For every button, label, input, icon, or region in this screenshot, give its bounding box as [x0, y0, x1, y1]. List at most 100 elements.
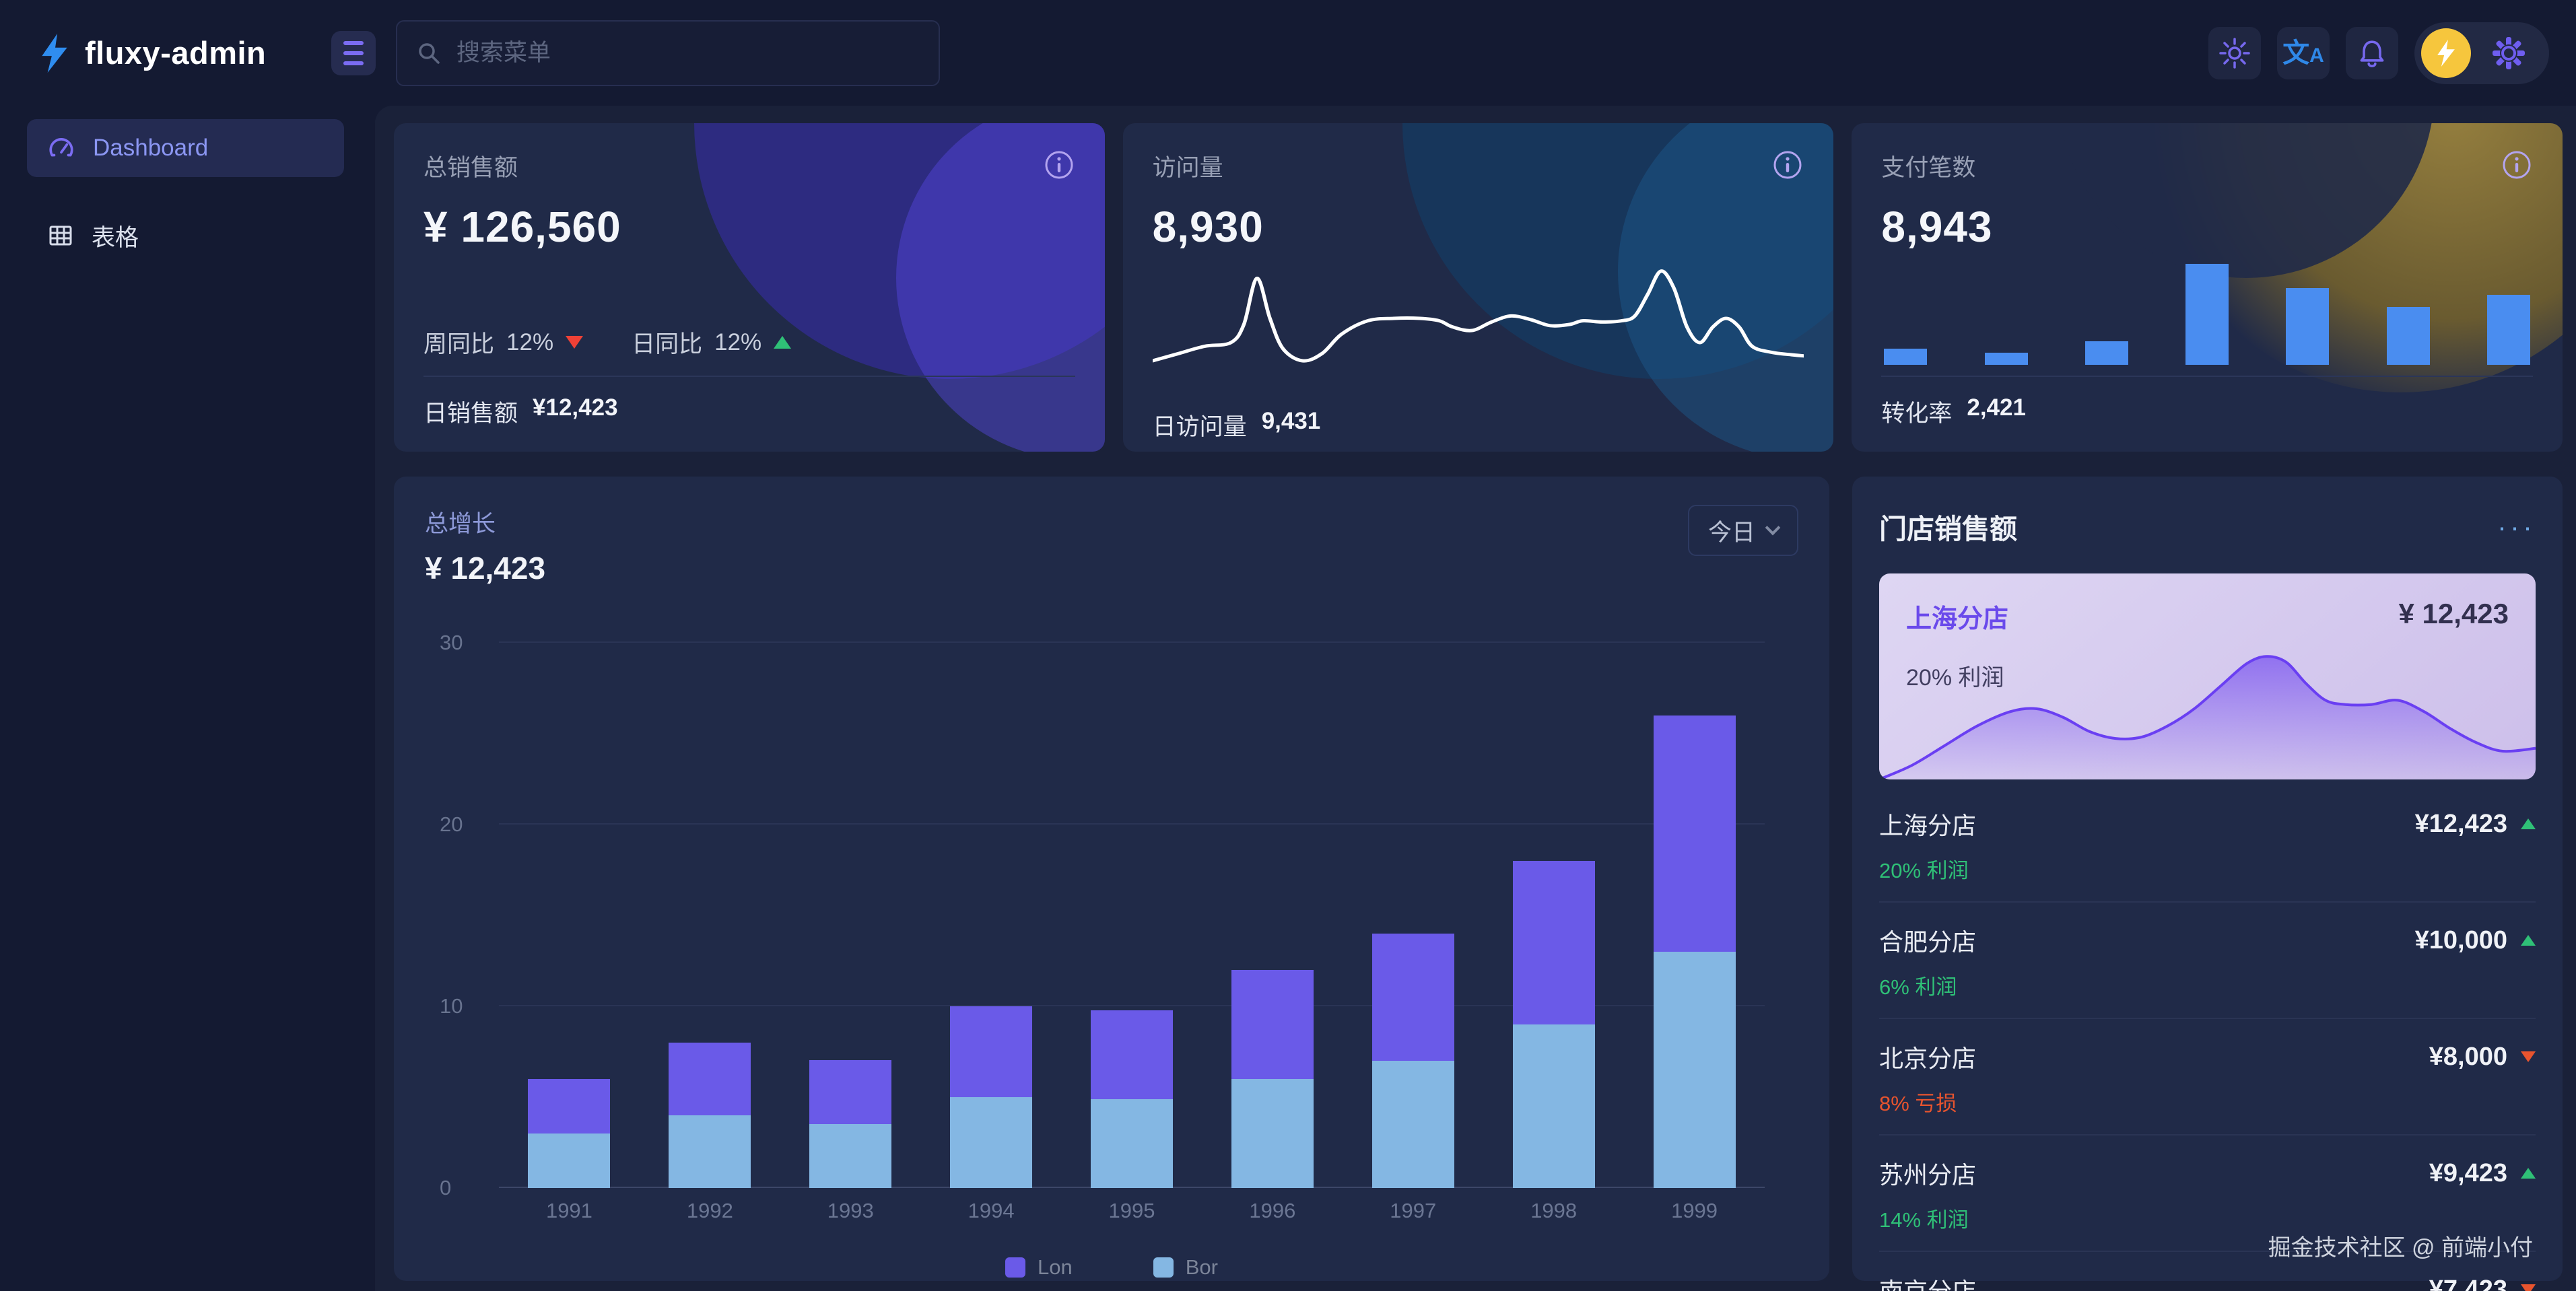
search-input[interactable]: [456, 39, 920, 67]
bar-segment-Bor: [1512, 1024, 1595, 1188]
info-icon[interactable]: [2501, 149, 2533, 181]
mini-bar: [2386, 307, 2430, 365]
growth-value: ¥ 12,423: [425, 551, 546, 586]
y-axis-tick: 10: [440, 994, 463, 1018]
y-axis-tick: 30: [440, 631, 463, 654]
trend-up-icon: [2521, 1168, 2536, 1179]
bar-segment-Lon: [669, 1043, 751, 1115]
info-icon[interactable]: [1771, 149, 1804, 181]
store-note: 6% 利润: [1879, 975, 1957, 999]
sidebar-toggle-button[interactable]: [331, 30, 376, 75]
bars-container: [499, 643, 1765, 1188]
mini-bar: [2185, 264, 2229, 365]
bar-segment-Lon: [1653, 716, 1736, 952]
avatar[interactable]: [2421, 28, 2471, 78]
bar-column-1995: [1062, 1010, 1202, 1188]
store-row[interactable]: 北京分店 ¥8,000 8% 亏损: [1879, 1019, 2536, 1136]
language-button[interactable]: 文A: [2277, 26, 2330, 79]
stores-title: 门店销售额: [1879, 514, 2017, 545]
bar-column-1996: [1202, 970, 1343, 1188]
store-name: 上海分店: [1879, 812, 1977, 839]
mini-bar: [2486, 295, 2530, 365]
featured-store-card[interactable]: 上海分店 ¥ 12,423 20% 利润: [1879, 573, 2536, 779]
bar-column-1997: [1343, 934, 1483, 1188]
store-row[interactable]: 南京分店¥7,4236% 亏损: [1879, 1252, 2536, 1291]
bar-segment-Lon: [950, 1006, 1033, 1097]
legend-swatch: [1153, 1257, 1174, 1278]
footer-credit: 掘金技术社区 @ 前端小付: [2268, 1235, 2533, 1261]
bar-column-1998: [1483, 861, 1624, 1188]
trend-up-icon: [774, 336, 792, 349]
y-axis-tick: 20: [440, 812, 463, 836]
search-box[interactable]: [396, 20, 940, 86]
sidebar: Dashboard 表格: [0, 106, 375, 1291]
divider: [423, 376, 1075, 377]
store-value: ¥9,423: [2429, 1158, 2507, 1187]
legend-item-Bor[interactable]: Bor: [1153, 1255, 1218, 1280]
store-name: 合肥分店: [1879, 928, 1977, 956]
x-axis-label: 1992: [686, 1199, 733, 1222]
x-axis-label: 1999: [1671, 1199, 1718, 1222]
payments-minibar-chart: [1881, 257, 2533, 365]
stat-title: 支付笔数: [1881, 155, 1976, 181]
growth-stacked-bar-chart: 0 10 20 30: [440, 631, 1765, 1199]
date-range-select[interactable]: 今日: [1687, 505, 1798, 556]
bar-segment-Lon: [809, 1060, 892, 1124]
more-menu-icon[interactable]: ···: [2497, 510, 2536, 543]
info-icon[interactable]: [1043, 149, 1075, 181]
table-icon: [49, 225, 72, 246]
comparison-item: 日同比 12%: [632, 325, 792, 359]
comparison-row: 周同比 12% 日同比 12%: [423, 325, 792, 365]
divider: [1881, 376, 2534, 377]
stat-footer-label: 转化率: [1881, 400, 1953, 427]
y-axis-tick: 0: [440, 1176, 452, 1199]
trend-down-icon: [2521, 1284, 2536, 1291]
stat-value: 8,943: [1881, 203, 1993, 251]
x-axis-label: 1993: [827, 1199, 874, 1222]
stat-card-payments: 支付笔数 8,943 转化率 2,421: [1852, 123, 2563, 452]
date-range-label: 今日: [1707, 519, 1755, 546]
gauge-icon: [49, 138, 73, 157]
app-header: fluxy-admin 文A: [0, 0, 2576, 106]
stat-footer-label: 日销售额: [423, 400, 518, 427]
bar-segment-Bor: [809, 1124, 892, 1188]
store-row[interactable]: 合肥分店 ¥10,000 6% 利润: [1879, 903, 2536, 1019]
stat-card-visits: 访问量 8,930 日访问量 9,431: [1122, 123, 1834, 452]
bar-column-1992: [640, 1043, 780, 1188]
featured-store-name: 上海分店: [1906, 605, 2009, 633]
trend-down-icon: [566, 336, 584, 349]
sun-icon: [2219, 37, 2250, 69]
store-row[interactable]: 上海分店 ¥12,423 20% 利润: [1879, 786, 2536, 903]
store-note: 20% 利润: [1879, 859, 1969, 882]
theme-toggle-button[interactable]: [2208, 26, 2261, 79]
legend-item-Lon[interactable]: Lon: [1005, 1255, 1073, 1280]
stat-footer: 转化率 2,421: [1881, 394, 2533, 429]
header-actions: 文A: [2208, 22, 2576, 84]
user-pill[interactable]: [2414, 22, 2549, 84]
stat-footer-value: 9,431: [1261, 408, 1321, 434]
settings-gear-icon[interactable]: [2491, 36, 2526, 71]
bar-segment-Lon: [528, 1079, 611, 1133]
sidebar-item-table[interactable]: 表格: [27, 207, 344, 265]
bell-icon: [2360, 40, 2384, 67]
trend-up-icon: [2521, 818, 2536, 829]
x-axis-label: 1996: [1249, 1199, 1296, 1222]
store-row[interactable]: 苏州分店 ¥9,423 14% 利润: [1879, 1136, 2536, 1252]
x-axis-labels: 1991 1992 1993 1994 1995 1996 1997 1998 1999: [499, 1199, 1765, 1223]
mini-bar: [1984, 353, 2028, 365]
bar-segment-Lon: [1371, 934, 1454, 1061]
stat-value: 8,930: [1152, 203, 1264, 251]
sidebar-item-dashboard[interactable]: Dashboard: [27, 119, 344, 177]
logo-bolt-icon: [42, 33, 67, 73]
store-note: 14% 利润: [1879, 1208, 1969, 1232]
bar-segment-Lon: [1231, 970, 1314, 1079]
stat-footer-value: ¥12,423: [533, 394, 618, 421]
notifications-button[interactable]: [2346, 26, 2398, 79]
mini-bar: [2286, 288, 2330, 365]
avatar-bolt-icon: [2437, 39, 2455, 67]
visits-sparkline-chart: [1152, 269, 1804, 363]
search-icon: [419, 42, 440, 64]
store-list: 上海分店 ¥12,423 20% 利润 合肥分店 ¥10,000 6% 利润 北京分店 ¥8,…: [1879, 786, 2536, 1291]
x-axis-label: 1995: [1108, 1199, 1155, 1222]
bar-column-1993: [780, 1060, 921, 1188]
